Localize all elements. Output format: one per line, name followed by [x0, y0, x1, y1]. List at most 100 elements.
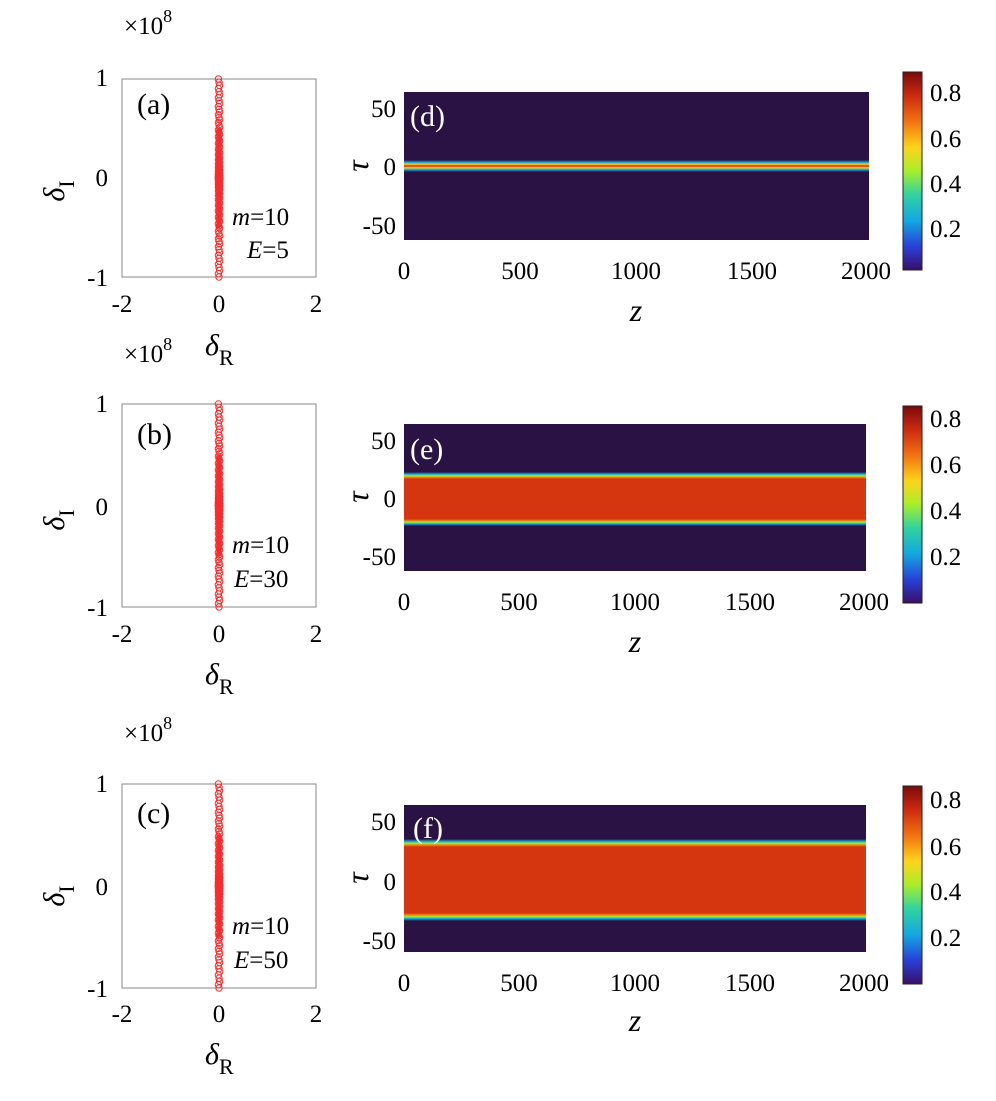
panel-d-xtick-0: 0: [398, 258, 411, 285]
eigenvalue-point: [214, 944, 223, 953]
eigenvalue-point: [215, 603, 223, 611]
panel-b-xtick--2: -2: [112, 621, 133, 648]
panel-e-cbar-0.8: 0.8: [930, 406, 961, 433]
panel-c-ytick-1: 1: [96, 771, 109, 798]
panel-e-xtick-0: 0: [398, 589, 411, 616]
panel-f-body: [404, 846, 866, 914]
eigenvalue-dense-core: [216, 128, 222, 228]
panel-a-xlabel: δR: [205, 329, 234, 370]
panel-b-ytick-1: 1: [96, 391, 109, 418]
panel-e: (e) 50 0 -50 0 500 1000 1500 2000 z τ 0.…: [339, 405, 962, 659]
panel-c-xtick-0: 0: [213, 1001, 226, 1028]
eigenvalue-point: [215, 984, 223, 992]
eigenvalue-dense-core: [216, 454, 222, 557]
panel-c-ylabel: δI: [38, 885, 79, 906]
panel-e-ylabel: τ: [339, 490, 375, 503]
panel-f: (f) 50 0 -50 0 500 1000 1500 2000 z τ 0.…: [339, 785, 962, 1038]
panel-f-xtick-2000: 2000: [839, 970, 889, 997]
panel-d: (d) 50 0 -50 0 500 1000 1500 2000 z τ 0.…: [339, 71, 962, 328]
panel-c-points: [214, 780, 224, 992]
panel-d-ytick--50: -50: [363, 213, 396, 240]
panel-e-cbar-0.4: 0.4: [930, 498, 962, 525]
panel-b: (b) ×108 1 0 -1 -2 0 2 m=10 E=30 δR δI: [38, 334, 322, 699]
panel-d-cbar-0.2: 0.2: [930, 216, 961, 243]
panel-d-cbar-0.6: 0.6: [930, 126, 961, 153]
panel-e-top-edge: [404, 472, 866, 479]
panel-f-bottom-edge: [404, 913, 866, 921]
eigenvalue-point: [214, 243, 223, 251]
panel-f-label: (f): [413, 812, 443, 845]
panel-a-xtick-0: 0: [213, 291, 226, 318]
panel-c-E-annotation: E=50: [233, 947, 288, 974]
panel-e-label: (e): [410, 433, 443, 466]
eigenvalue-point: [215, 273, 223, 281]
eigenvalue-point: [215, 811, 223, 819]
panel-e-xlabel: z: [628, 623, 642, 659]
panel-b-ytick-0: 0: [96, 494, 109, 521]
panel-f-ytick-50: 50: [371, 809, 396, 836]
eigenvalue-point: [215, 819, 223, 828]
panel-c-label: (c): [137, 797, 170, 830]
panel-d-xtick-1000: 1000: [611, 258, 661, 285]
panel-a-ytick-1: 1: [96, 65, 109, 92]
panel-b-ylabel: δI: [38, 509, 79, 530]
eigenvalue-point: [214, 234, 223, 243]
panel-b-E-annotation: E=30: [233, 566, 288, 593]
panel-f-ytick-0: 0: [384, 869, 397, 896]
eigenvalue-point: [215, 431, 223, 439]
panel-b-m-annotation: m=10: [232, 532, 289, 559]
panel-e-cbar-0.6: 0.6: [930, 452, 961, 479]
eigenvalue-point: [215, 439, 223, 448]
panel-f-top-edge: [404, 839, 866, 847]
panel-c-ytick--1: -1: [87, 976, 108, 1003]
panel-e-xtick-500: 500: [500, 589, 538, 616]
panel-e-ytick-50: 50: [371, 428, 396, 455]
eigenvalue-point: [214, 270, 223, 278]
eigenvalue-point: [215, 105, 223, 113]
panel-c-xtick-2: 2: [310, 1001, 323, 1028]
panel-f-cbar-0.2: 0.2: [930, 925, 961, 952]
panel-c-xlabel: δR: [205, 1038, 234, 1079]
panel-f-cbar-0.6: 0.6: [930, 834, 961, 861]
eigenvalue-point: [215, 947, 223, 955]
panel-b-label: (b): [137, 418, 172, 451]
panel-f-ytick--50: -50: [363, 928, 396, 955]
panel-e-xtick-2000: 2000: [839, 589, 889, 616]
panel-d-label: (d): [410, 100, 445, 133]
panel-d-xlabel: z: [629, 292, 643, 328]
panel-a-points: [214, 75, 224, 281]
panel-c-ytick-0: 0: [96, 874, 109, 901]
panel-e-ytick--50: -50: [363, 544, 396, 571]
panel-f-cbar-0.8: 0.8: [930, 787, 961, 814]
eigenvalue-point: [215, 566, 223, 575]
panel-d-cbar-0.8: 0.8: [930, 80, 961, 107]
panel-a-exponent: ×108: [124, 6, 172, 40]
panel-a-E-annotation: E=5: [246, 237, 289, 264]
panel-a-ylabel: δI: [38, 180, 79, 201]
panel-a-xtick-2: 2: [310, 291, 323, 318]
panel-a-ytick--1: -1: [87, 265, 108, 292]
panel-c: (c) ×108 1 0 -1 -2 0 2 m=10 E=50 δR δI: [38, 713, 322, 1079]
panel-e-cbar-0.2: 0.2: [930, 544, 961, 571]
panel-e-xtick-1000: 1000: [610, 589, 660, 616]
eigenvalue-point: [214, 980, 223, 989]
panel-e-bottom-edge: [404, 519, 866, 526]
panel-f-xtick-0: 0: [398, 970, 411, 997]
eigenvalue-point: [215, 97, 223, 105]
panel-d-xtick-2000: 2000: [841, 258, 891, 285]
panel-b-exponent: ×108: [124, 334, 172, 368]
eigenvalue-point: [214, 111, 223, 119]
eigenvalue-point: [215, 237, 223, 245]
panel-d-colorbar: [902, 71, 923, 271]
panel-a-label: (a): [137, 88, 170, 121]
panel-a-xtick--2: -2: [112, 291, 133, 318]
panel-e-ytick-0: 0: [384, 486, 397, 513]
panel-b-xtick-2: 2: [310, 621, 323, 648]
eigenvalue-point: [214, 436, 223, 445]
panel-e-colorbar: [902, 405, 923, 604]
panel-a: (a) ×108 1 0 -1 -2 0 2 m=10 E=5 δR δI: [38, 6, 322, 370]
panel-f-colorbar: [902, 785, 923, 985]
panel-b-xtick-0: 0: [213, 621, 226, 648]
panel-e-body: [404, 478, 866, 520]
